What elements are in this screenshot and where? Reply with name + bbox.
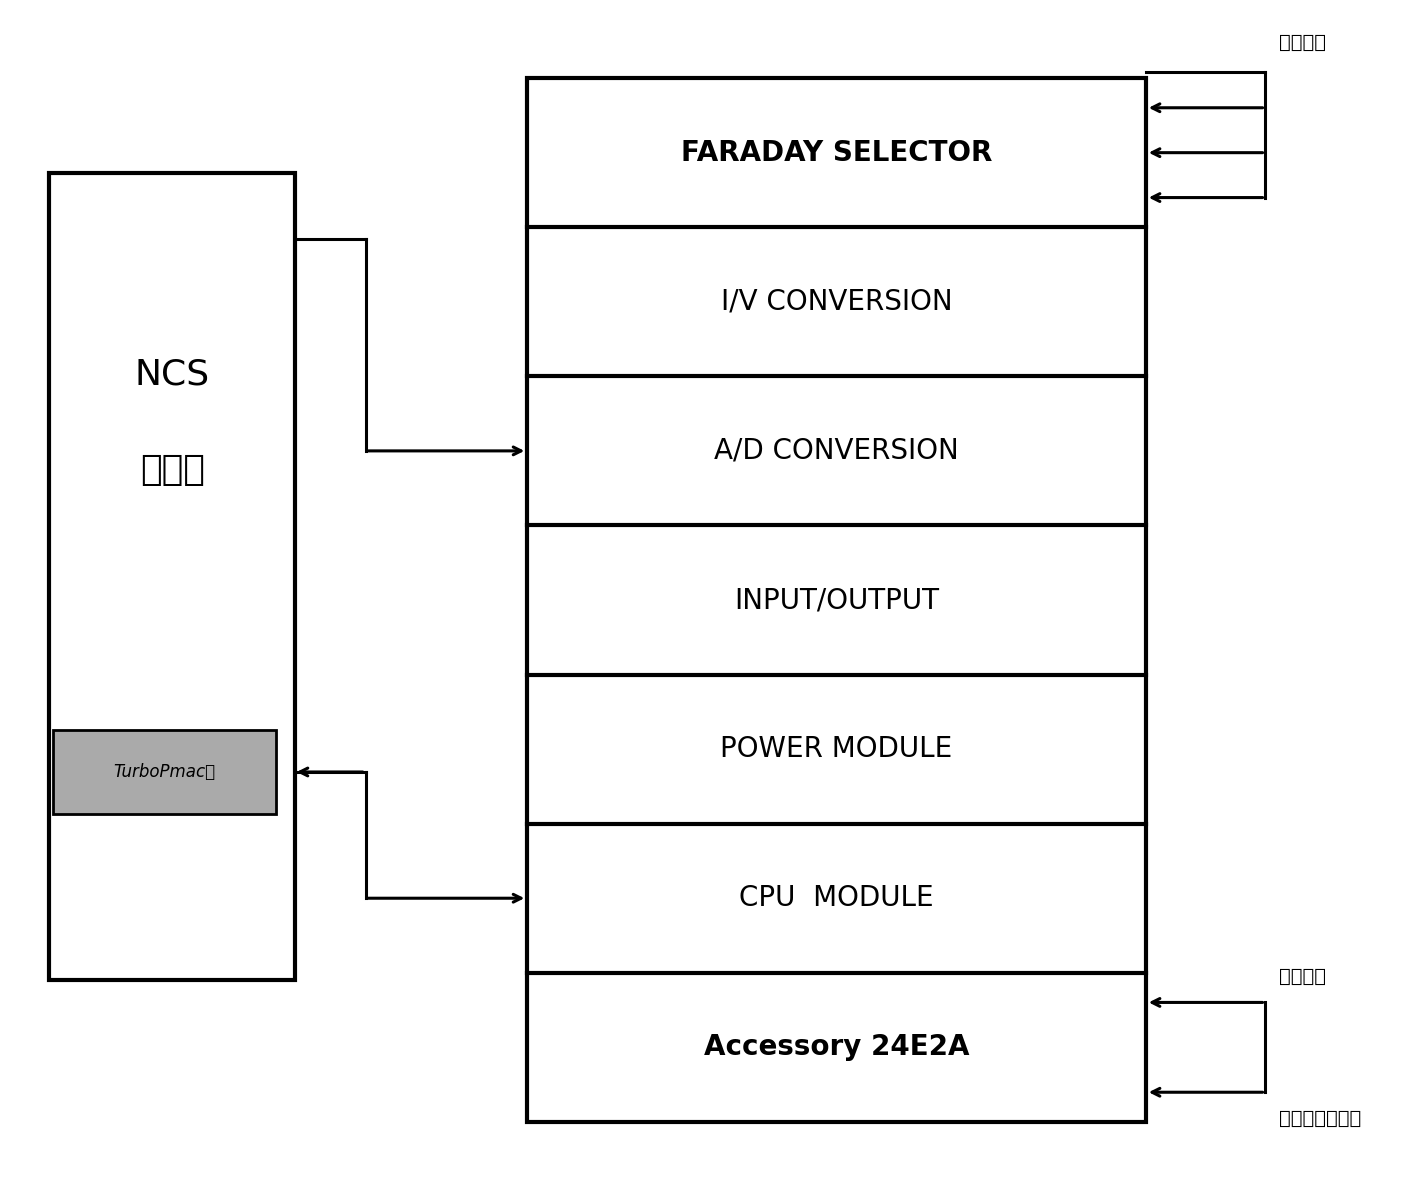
Text: 直线电机: 直线电机 xyxy=(1279,967,1326,986)
Text: 束流采集: 束流采集 xyxy=(1279,34,1326,52)
Text: FARADAY SELECTOR: FARADAY SELECTOR xyxy=(680,139,993,167)
Text: CPU  MODULE: CPU MODULE xyxy=(740,884,934,912)
Text: I/V CONVERSION: I/V CONVERSION xyxy=(721,288,953,316)
Text: 工控机: 工控机 xyxy=(139,452,204,486)
Text: A/D CONVERSION: A/D CONVERSION xyxy=(714,437,958,464)
Text: Accessory 24E2A: Accessory 24E2A xyxy=(704,1033,970,1061)
Text: INPUT/OUTPUT: INPUT/OUTPUT xyxy=(734,586,939,614)
Text: 移动法拉第电机: 移动法拉第电机 xyxy=(1279,1109,1362,1128)
Text: NCS: NCS xyxy=(135,358,210,391)
Text: POWER MODULE: POWER MODULE xyxy=(720,736,953,763)
Text: TurboPmac卡: TurboPmac卡 xyxy=(114,763,216,781)
Bar xyxy=(54,731,275,814)
Bar xyxy=(527,78,1146,1122)
Bar xyxy=(50,173,295,979)
